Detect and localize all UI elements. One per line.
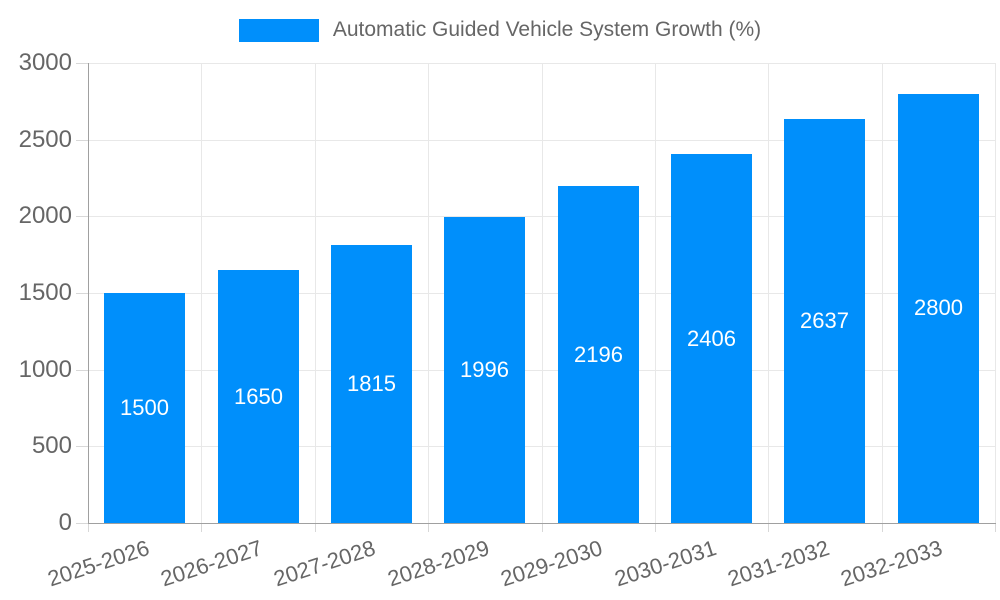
y-gridline xyxy=(88,370,995,371)
x-gridline xyxy=(542,63,543,523)
bar[interactable] xyxy=(444,217,525,523)
x-axis-tick-label: 2027-2028 xyxy=(270,535,379,592)
y-axis-tick xyxy=(76,293,88,294)
x-axis-tick xyxy=(542,523,543,532)
y-axis-line xyxy=(88,63,89,523)
y-axis-tick xyxy=(76,216,88,217)
x-axis-tick-label: 2029-2030 xyxy=(497,535,606,592)
legend-color-swatch xyxy=(238,18,319,42)
x-axis-tick-label: 2030-2031 xyxy=(611,535,720,592)
y-axis-tick xyxy=(76,446,88,447)
y-axis-tick-label: 1500 xyxy=(18,279,72,306)
legend-label: Automatic Guided Vehicle System Growth (… xyxy=(332,18,762,41)
y-gridline xyxy=(88,63,995,64)
x-gridline xyxy=(882,63,883,523)
bar[interactable] xyxy=(104,293,185,523)
bar-value-label: 1650 xyxy=(234,384,283,409)
bar-value-label: 2800 xyxy=(914,295,963,320)
y-axis-tick-label: 0 xyxy=(58,509,72,536)
x-axis-tick xyxy=(768,523,769,532)
bar[interactable] xyxy=(331,245,412,523)
x-axis-tick xyxy=(201,523,202,532)
bar[interactable] xyxy=(558,186,639,523)
x-axis-line xyxy=(88,523,996,524)
y-axis-tick-label: 3000 xyxy=(18,49,72,76)
bar[interactable] xyxy=(671,154,752,523)
y-gridline xyxy=(88,293,995,294)
x-axis-tick xyxy=(882,523,883,532)
bar-value-label: 2406 xyxy=(687,326,736,351)
y-axis-tick-label: 2500 xyxy=(18,126,72,153)
x-axis-tick-label: 2028-2029 xyxy=(384,535,493,592)
x-gridline xyxy=(995,63,996,523)
y-axis-tick xyxy=(76,63,88,64)
bar-value-label: 2637 xyxy=(800,308,849,333)
x-gridline xyxy=(201,63,202,523)
y-axis-tick xyxy=(76,523,88,524)
y-axis-tick xyxy=(76,370,88,371)
x-axis-tick-label: 2032-2033 xyxy=(837,535,946,592)
y-axis-tick-label: 500 xyxy=(31,432,72,459)
x-axis-tick xyxy=(428,523,429,532)
x-axis-tick xyxy=(315,523,316,532)
bar-value-label: 1500 xyxy=(120,395,169,420)
y-gridline xyxy=(88,446,995,447)
bar[interactable] xyxy=(218,270,299,523)
x-axis-tick xyxy=(88,523,89,532)
x-axis-tick xyxy=(655,523,656,532)
bar-value-label: 2196 xyxy=(574,342,623,367)
bar[interactable] xyxy=(898,94,979,523)
x-axis-tick-label: 2025-2026 xyxy=(44,535,153,592)
legend-item[interactable]: Automatic Guided Vehicle System Growth (… xyxy=(238,18,762,42)
x-gridline xyxy=(315,63,316,523)
y-gridline xyxy=(88,140,995,141)
x-axis-tick-label: 2026-2027 xyxy=(157,535,266,592)
bar[interactable] xyxy=(784,119,865,523)
y-gridline xyxy=(88,216,995,217)
x-gridline xyxy=(768,63,769,523)
bar-value-label: 1815 xyxy=(347,371,396,396)
y-axis-tick-label: 1000 xyxy=(18,356,72,383)
x-axis-tick-label: 2031-2032 xyxy=(724,535,833,592)
chart-legend: Automatic Guided Vehicle System Growth (… xyxy=(0,18,1000,42)
x-gridline xyxy=(428,63,429,523)
bar-value-label: 1996 xyxy=(460,357,509,382)
x-gridline xyxy=(655,63,656,523)
y-axis-tick xyxy=(76,140,88,141)
y-axis-tick-label: 2000 xyxy=(18,202,72,229)
x-axis-tick xyxy=(995,523,996,532)
